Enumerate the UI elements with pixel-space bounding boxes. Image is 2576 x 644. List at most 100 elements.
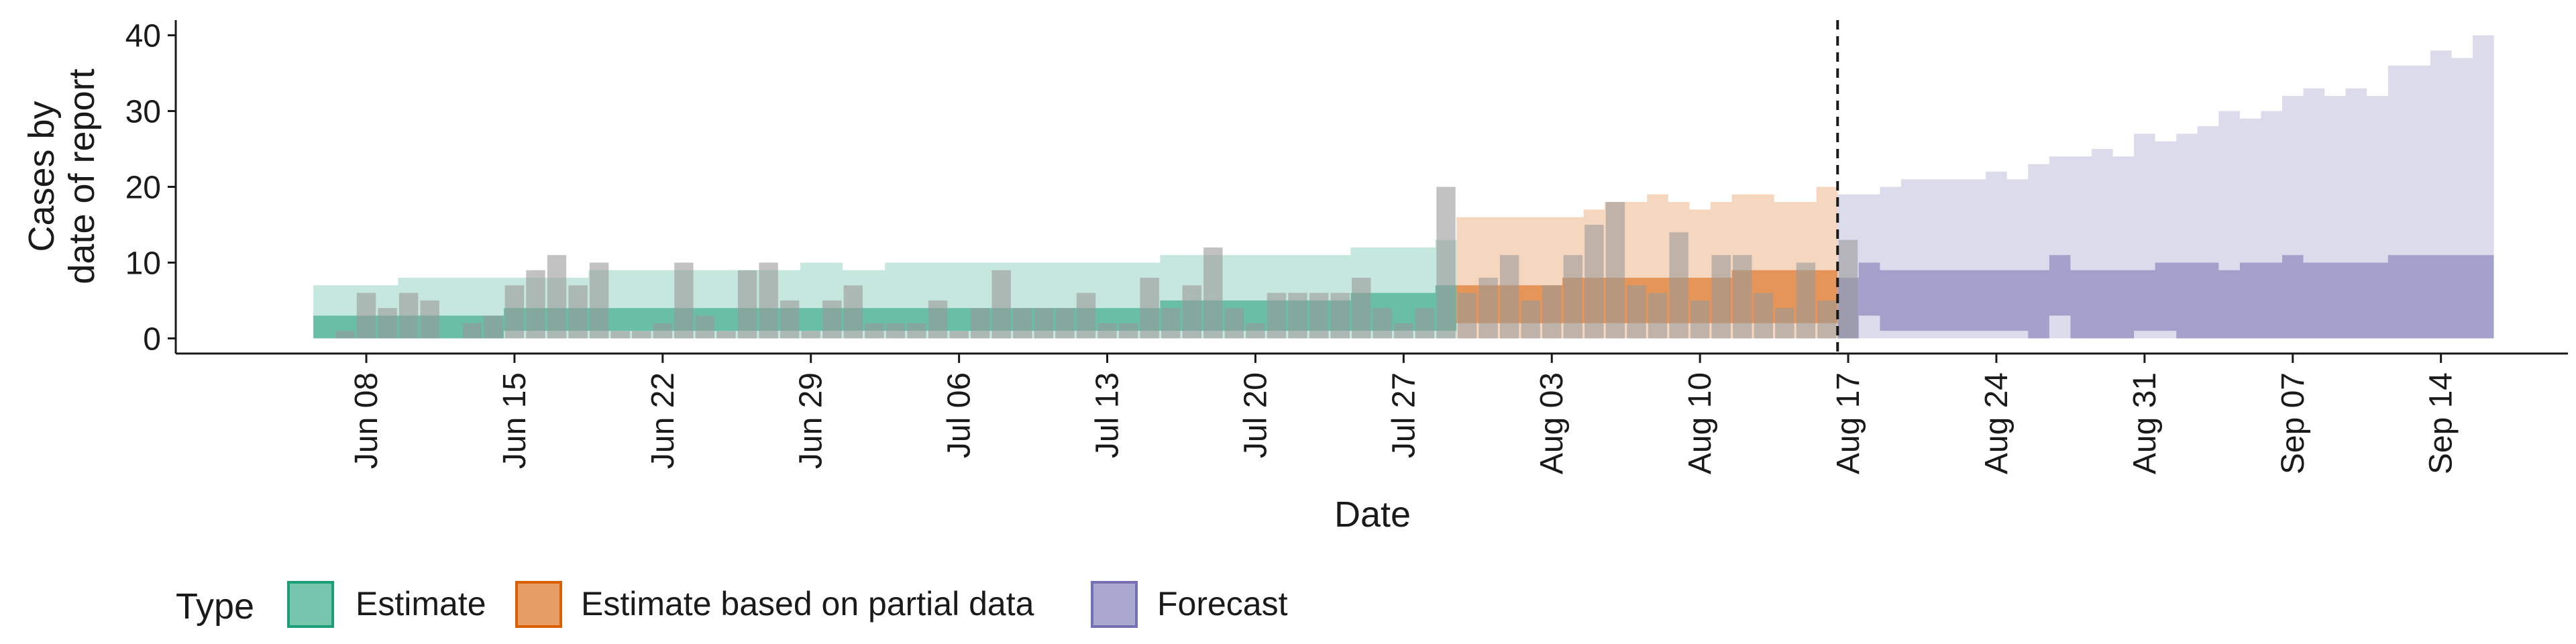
case-bar xyxy=(1585,225,1604,339)
legend-label-estimate: Estimate xyxy=(356,585,486,623)
case-bar xyxy=(1479,278,1498,339)
x-tick-label: Aug 31 xyxy=(2127,372,2163,474)
y-ticks: 0 10 20 30 40 xyxy=(125,19,176,357)
y-axis-title-line1: Cases by xyxy=(21,101,62,252)
case-bar xyxy=(780,300,800,339)
x-axis-title: Date xyxy=(1334,494,1411,535)
case-bar xyxy=(653,323,672,339)
case-bar xyxy=(398,292,419,339)
case-bar xyxy=(759,262,778,339)
case-bar xyxy=(1309,292,1329,339)
case-bar xyxy=(1161,308,1181,339)
case-bar xyxy=(1373,308,1392,339)
case-bar xyxy=(1690,300,1710,339)
x-tick-label: Jul 20 xyxy=(1238,372,1273,458)
case-bar xyxy=(526,270,545,339)
case-bar xyxy=(1330,292,1350,339)
legend-swatch-estimate xyxy=(287,581,334,628)
case-bar xyxy=(1182,285,1201,339)
case-bar xyxy=(885,323,906,339)
case-bar xyxy=(547,255,567,339)
x-tick-label: Jun 22 xyxy=(645,372,681,469)
case-bar xyxy=(1076,292,1096,339)
case-bar xyxy=(610,331,630,339)
case-bar xyxy=(737,270,757,339)
x-tick-label: Jul 06 xyxy=(942,372,977,458)
case-bar xyxy=(1817,300,1837,339)
case-bar xyxy=(674,262,694,339)
y-tick-label: 20 xyxy=(125,170,161,206)
x-tick-label: Jun 08 xyxy=(349,372,384,469)
case-bar xyxy=(1754,292,1773,339)
legend-swatch-forecast xyxy=(1091,581,1138,628)
case-bar xyxy=(1224,308,1244,339)
case-bar xyxy=(865,323,884,339)
band-inner-forecast xyxy=(1837,255,2494,339)
case-bar xyxy=(1013,308,1032,339)
case-bar xyxy=(1563,255,1582,339)
case-bar xyxy=(1542,285,1562,339)
case-bar xyxy=(822,300,842,339)
legend-label-partial: Estimate based on partial data xyxy=(581,585,1034,623)
case-bar xyxy=(1711,255,1731,339)
x-tick-label: Jul 27 xyxy=(1386,372,1421,458)
legend: Type Estimate Estimate based on partial … xyxy=(176,581,1288,628)
x-tick-label: Sep 07 xyxy=(2275,372,2311,474)
case-bar xyxy=(991,270,1011,339)
case-bar xyxy=(1288,292,1307,339)
case-bar xyxy=(1648,292,1668,339)
case-bar xyxy=(1352,278,1371,339)
x-ticks: Jun 08 Jun 15 Jun 22 Jun 29 Jul 06 Jul 13 Jul … xyxy=(349,354,2459,474)
case-bar xyxy=(716,331,736,339)
case-bar xyxy=(1394,323,1413,339)
x-tick-label: Aug 03 xyxy=(1534,372,1570,474)
case-bar xyxy=(1055,308,1075,339)
case-bar xyxy=(1775,308,1794,339)
case-bar xyxy=(1203,247,1223,339)
case-bar xyxy=(1796,262,1816,339)
case-bar xyxy=(1605,202,1625,339)
case-bar xyxy=(928,300,948,339)
case-bar xyxy=(1034,308,1054,339)
case-bar xyxy=(801,331,820,339)
case-bar xyxy=(378,308,397,339)
axes: 0 10 20 30 40 Jun 08 Jun 15 Jun 22 Jun 29 Jul 06… xyxy=(125,19,2568,474)
case-bar xyxy=(1246,323,1265,339)
case-bars xyxy=(335,186,1858,339)
case-bar xyxy=(589,262,609,339)
uncertainty-bands xyxy=(313,35,2494,339)
band-outer-forecast xyxy=(1837,35,2494,339)
case-bar xyxy=(1267,292,1287,339)
case-bar xyxy=(462,323,482,339)
case-bar xyxy=(1733,255,1752,339)
x-tick-label: Sep 14 xyxy=(2424,372,2459,474)
case-bar xyxy=(568,285,588,339)
case-bar xyxy=(1097,323,1117,339)
case-bar xyxy=(1669,232,1688,339)
case-bar xyxy=(1140,278,1159,339)
case-bar xyxy=(632,331,651,339)
y-axis-title-line2: date of report xyxy=(62,68,102,284)
case-bar xyxy=(1521,300,1540,339)
y-tick-label: 0 xyxy=(143,321,161,357)
case-bar xyxy=(843,285,863,339)
x-tick-label: Aug 17 xyxy=(1831,372,1866,474)
case-bar xyxy=(335,331,355,339)
case-bar xyxy=(1627,285,1646,339)
y-tick-label: 10 xyxy=(125,246,161,281)
y-tick-label: 40 xyxy=(125,19,161,54)
legend-title: Type xyxy=(176,586,254,627)
case-bar xyxy=(1457,292,1477,339)
case-bar xyxy=(971,308,990,339)
legend-label-forecast: Forecast xyxy=(1157,585,1288,623)
case-bar xyxy=(695,315,715,339)
x-tick-label: Jun 15 xyxy=(497,372,533,469)
case-bar xyxy=(1118,323,1138,339)
legend-swatch-partial xyxy=(515,581,562,628)
case-bar xyxy=(907,323,926,339)
x-tick-label: Jul 13 xyxy=(1090,372,1126,458)
case-bar xyxy=(356,292,376,339)
x-tick-label: Jun 29 xyxy=(794,372,829,469)
case-bar xyxy=(1499,255,1519,339)
